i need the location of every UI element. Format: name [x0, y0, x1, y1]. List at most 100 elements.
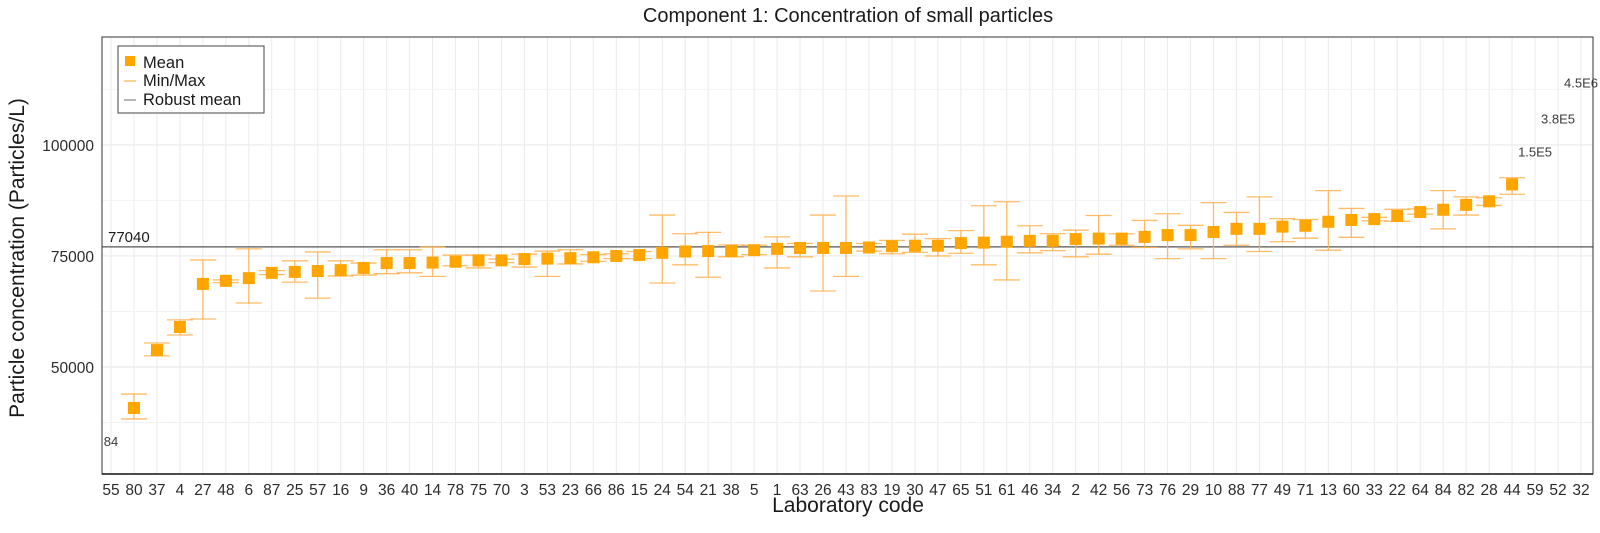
x-tick-label: 66	[585, 482, 602, 499]
mean-point	[1115, 232, 1128, 245]
x-tick-label: 43	[837, 482, 854, 499]
x-tick-label: 26	[814, 482, 831, 499]
x-tick-label: 63	[791, 482, 808, 499]
mean-point	[931, 239, 944, 252]
x-tick-label: 70	[493, 482, 511, 499]
x-tick-label: 52	[1549, 482, 1566, 499]
mean-point	[196, 277, 209, 290]
x-tick-label: 36	[378, 482, 395, 499]
errorbar	[833, 195, 859, 278]
mean-point	[1414, 205, 1427, 218]
x-tick-label: 32	[1572, 482, 1589, 499]
x-tick-label: 84	[1435, 482, 1453, 499]
mean-point	[748, 244, 761, 257]
mean-point	[403, 257, 416, 270]
x-tick-label: 34	[1044, 482, 1062, 499]
mean-point	[472, 254, 485, 267]
x-tick-label: 28	[1481, 482, 1498, 499]
x-tick-label: 60	[1343, 482, 1361, 499]
x-tick-label: 82	[1458, 482, 1475, 499]
x-tick-label: 38	[723, 482, 740, 499]
mean-point	[954, 237, 967, 250]
mean-point	[449, 255, 462, 268]
mean-point	[1230, 222, 1243, 235]
mean-point	[885, 240, 898, 253]
x-tick-label: 88	[1228, 482, 1245, 499]
mean-point	[1483, 195, 1496, 208]
mean-point	[977, 236, 990, 249]
x-tick-label: 2	[1071, 482, 1080, 499]
y-tick-label: 50000	[51, 360, 94, 377]
x-tick-label: 5	[750, 482, 759, 499]
mean-point	[1092, 232, 1105, 245]
legend-mean-square-icon	[125, 56, 135, 66]
mean-point	[1207, 225, 1220, 238]
mean-point	[1000, 235, 1013, 248]
mean-point	[357, 261, 370, 274]
mean-point	[702, 245, 715, 258]
x-tick-label: 40	[401, 482, 419, 499]
x-tick-label: 54	[677, 482, 695, 499]
mean-point	[541, 252, 554, 265]
x-tick-label: 13	[1320, 482, 1337, 499]
x-tick-label: 27	[194, 482, 211, 499]
mean-point	[1138, 230, 1151, 243]
mean-point	[1023, 234, 1036, 247]
mean-point	[334, 264, 347, 277]
mean-point	[495, 254, 508, 267]
mean-point	[862, 241, 875, 254]
mean-point	[1253, 222, 1266, 235]
robust-mean-label: 77040	[108, 229, 150, 246]
x-tick-label: 3	[520, 482, 529, 499]
mean-point	[1276, 220, 1289, 233]
mean-point	[564, 252, 577, 265]
mean-point	[1299, 219, 1312, 232]
mean-point	[1069, 233, 1082, 246]
legend-mean-label: Mean	[143, 54, 184, 72]
errorbar	[970, 205, 997, 266]
mean-point	[1368, 213, 1381, 226]
mean-point	[1345, 213, 1358, 226]
x-tick-label: 42	[1090, 482, 1107, 499]
x-tick-label: 59	[1526, 482, 1543, 499]
x-tick-label: 71	[1297, 482, 1314, 499]
x-tick-label: 24	[654, 482, 672, 499]
x-tick-label: 9	[359, 482, 368, 499]
x-tick-label: 29	[1182, 482, 1199, 499]
legend: Mean Min/Max Robust mean	[117, 45, 265, 114]
mean-point	[311, 265, 324, 278]
x-tick-label: 23	[562, 482, 579, 499]
offscale-annotations: 84 1.5E5 3.8E5 4.5E6	[104, 76, 1598, 449]
y-axis-title: Particle concentration (Particles/L)	[6, 98, 29, 418]
x-tick-label: 87	[263, 482, 280, 499]
x-tick-label: 37	[148, 482, 165, 499]
mean-point	[265, 266, 278, 279]
x-tick-label: 57	[309, 482, 326, 499]
y-tick-label: 75000	[51, 249, 94, 266]
mean-point	[1184, 229, 1197, 242]
mean-point	[1391, 209, 1404, 222]
mean-point	[380, 257, 393, 270]
mean-point	[1460, 198, 1473, 211]
x-tick-label: 10	[1205, 482, 1223, 499]
mean-point	[587, 251, 600, 264]
mean-point	[908, 239, 921, 252]
mean-point	[771, 242, 784, 255]
x-tick-label: 44	[1503, 482, 1521, 499]
x-tick-label: 33	[1366, 482, 1383, 499]
mean-point	[656, 246, 669, 259]
x-tick-label: 49	[1274, 482, 1291, 499]
mean-point	[794, 241, 807, 254]
x-tick-label: 53	[539, 482, 556, 499]
mean-point	[1437, 203, 1450, 216]
offscale-annotation: 1.5E5	[1518, 145, 1552, 160]
x-axis: 55 80 37 4 27 48 6 87 25 57 16 9 36 40 14 78 75 70 3 53 23 66…	[102, 473, 1593, 499]
x-tick-label: 15	[631, 482, 648, 499]
legend-robust-mean-label: Robust mean	[143, 91, 241, 109]
legend-box	[117, 45, 265, 114]
mean-point	[426, 256, 439, 269]
grid	[102, 37, 1593, 474]
x-tick-label: 14	[424, 482, 442, 499]
x-tick-label: 25	[286, 482, 303, 499]
